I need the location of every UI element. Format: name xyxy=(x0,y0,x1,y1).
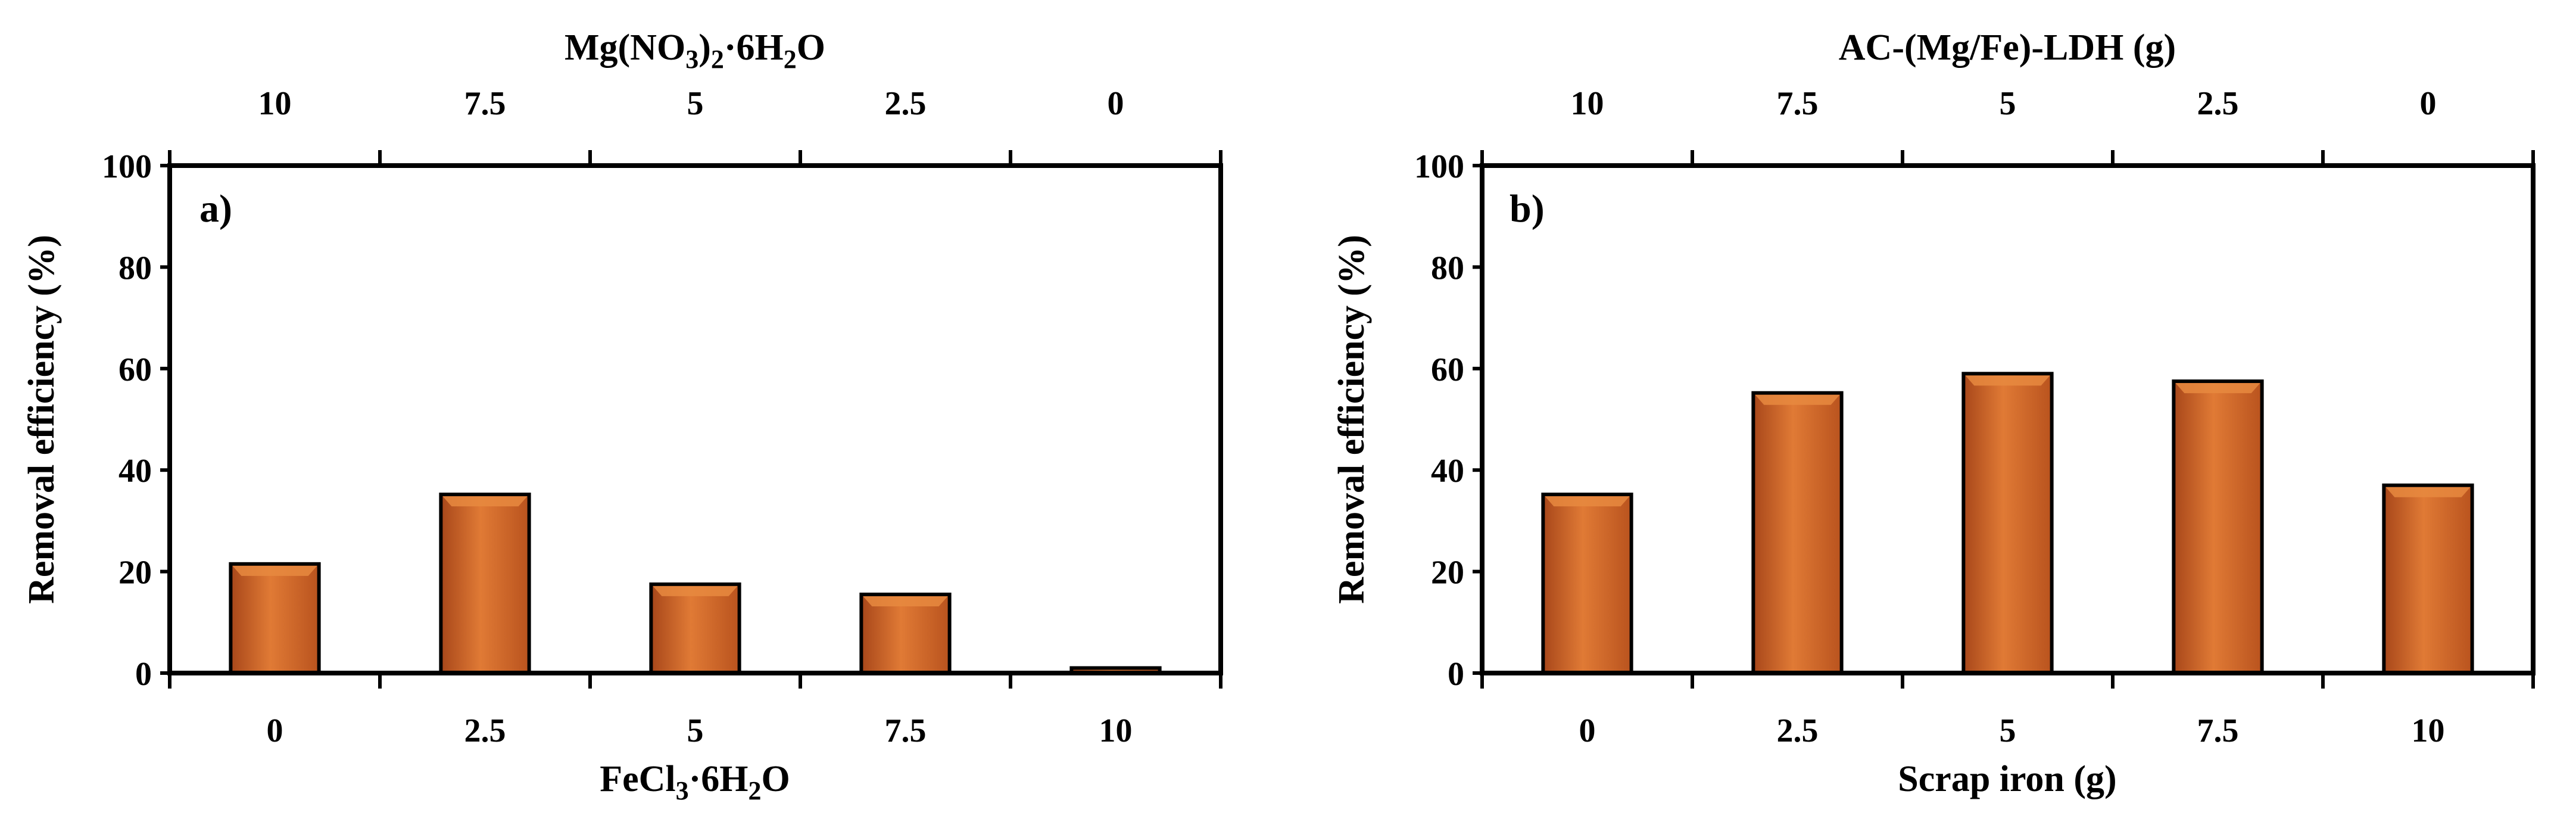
x-tick-label: 2.5 xyxy=(464,712,506,749)
y-tick-label: 80 xyxy=(1431,250,1464,287)
x-axis-bottom-a: 0 2.5 5 7.5 10 xyxy=(168,673,1222,749)
x-axis-bottom-b: 0 2.5 5 7.5 10 xyxy=(1480,673,2535,749)
bar-bevel xyxy=(1545,496,1630,507)
bar-body xyxy=(229,562,321,675)
bar-bevel xyxy=(863,596,948,606)
x-tick-label: 0 xyxy=(267,712,283,749)
y-tick-label: 0 xyxy=(1448,656,1464,693)
x-tick-label: 7.5 xyxy=(885,712,927,749)
y-tick-label: 40 xyxy=(1431,453,1464,490)
x-tick-label: 10 xyxy=(1099,712,1133,749)
bar-body xyxy=(2172,379,2264,675)
x-top-tick-label: 2.5 xyxy=(885,85,927,122)
bar-bevel xyxy=(2175,383,2260,394)
bar-a-3 xyxy=(859,592,952,675)
x-top-tick-label: 10 xyxy=(258,85,292,122)
bar-body xyxy=(1541,493,1633,675)
x-top-tick-label: 10 xyxy=(1571,85,1604,122)
x-tick-label: 5 xyxy=(687,712,704,749)
x-top-tick-label: 0 xyxy=(1108,85,1124,122)
y-tick-label: 100 xyxy=(102,148,152,185)
x-axis-top-label-a: Mg(NO3)2·6H2O xyxy=(565,27,825,74)
x-axis-top-b: 10 7.5 5 2.5 0 xyxy=(1480,85,2535,166)
x-axis-top-a: 10 7.5 5 2.5 0 xyxy=(168,85,1222,166)
bar-a-0 xyxy=(229,562,321,675)
bar-bevel xyxy=(232,565,317,576)
plot-frame-a xyxy=(167,163,1223,675)
bars-a xyxy=(229,493,1162,675)
bar-a-2 xyxy=(649,582,741,675)
x-top-tick-label: 0 xyxy=(2420,85,2437,122)
x-axis-label-a: FeCl3·6H2O xyxy=(600,759,790,805)
x-top-tick-label: 7.5 xyxy=(464,85,506,122)
bar-b-2 xyxy=(1961,372,2054,675)
panel-label-a: a) xyxy=(199,187,232,231)
x-top-tick-label: 2.5 xyxy=(2197,85,2239,122)
bar-bevel xyxy=(1755,394,1840,405)
y-tick-label: 20 xyxy=(1431,555,1464,591)
panel-a: 0 20 40 60 80 100 0 2.5 5 7.5 10 10 7.5 5 2.5 0 a) Re… xyxy=(21,27,1223,805)
bar-b-4 xyxy=(2382,483,2474,675)
y-axis-label-b: Removal efficiency (%) xyxy=(1331,235,1372,604)
x-axis-top-label-b: AC-(Mg/Fe)-LDH (g) xyxy=(1839,27,2176,68)
bar-b-0 xyxy=(1541,493,1633,675)
y-tick-label: 40 xyxy=(118,453,152,490)
bars-b xyxy=(1541,372,2474,675)
x-top-tick-label: 5 xyxy=(2000,85,2016,122)
bar-bevel xyxy=(442,496,528,507)
y-axis-a: 0 20 40 60 80 100 xyxy=(102,148,170,693)
bar-bevel xyxy=(653,586,738,596)
panel-b: 0 20 40 60 80 100 0 2.5 5 7.5 10 10 7.5 5 2.5 0 b) Re… xyxy=(1331,27,2536,799)
plot-frame-b xyxy=(1480,163,2536,675)
bar-body xyxy=(439,493,531,675)
x-top-tick-label: 5 xyxy=(687,85,704,122)
y-tick-label: 60 xyxy=(118,351,152,388)
y-tick-label: 80 xyxy=(118,250,152,287)
x-axis-label-b: Scrap iron (g) xyxy=(1898,759,2116,799)
y-tick-label: 0 xyxy=(135,656,152,693)
y-axis-label-a: Removal efficiency (%) xyxy=(21,235,62,604)
bar-b-3 xyxy=(2172,379,2264,675)
x-top-tick-label: 7.5 xyxy=(1777,85,1819,122)
bar-bevel xyxy=(1965,375,2050,386)
y-tick-label: 100 xyxy=(1414,148,1464,185)
x-tick-label: 7.5 xyxy=(2197,712,2239,749)
x-tick-label: 0 xyxy=(1579,712,1596,749)
bar-body xyxy=(1751,391,1844,675)
y-tick-label: 60 xyxy=(1431,351,1464,388)
panel-label-b: b) xyxy=(1510,187,1545,231)
bar-a-1 xyxy=(439,493,531,675)
bar-body xyxy=(1961,372,2054,675)
y-tick-label: 20 xyxy=(118,555,152,591)
bar-body xyxy=(649,582,741,675)
y-axis-b: 0 20 40 60 80 100 xyxy=(1414,148,1482,693)
bar-b-1 xyxy=(1751,391,1844,675)
x-tick-label: 2.5 xyxy=(1777,712,1819,749)
x-tick-label: 5 xyxy=(2000,712,2016,749)
bar-bevel xyxy=(2385,487,2471,497)
bar-body xyxy=(2382,483,2474,675)
x-tick-label: 10 xyxy=(2412,712,2445,749)
